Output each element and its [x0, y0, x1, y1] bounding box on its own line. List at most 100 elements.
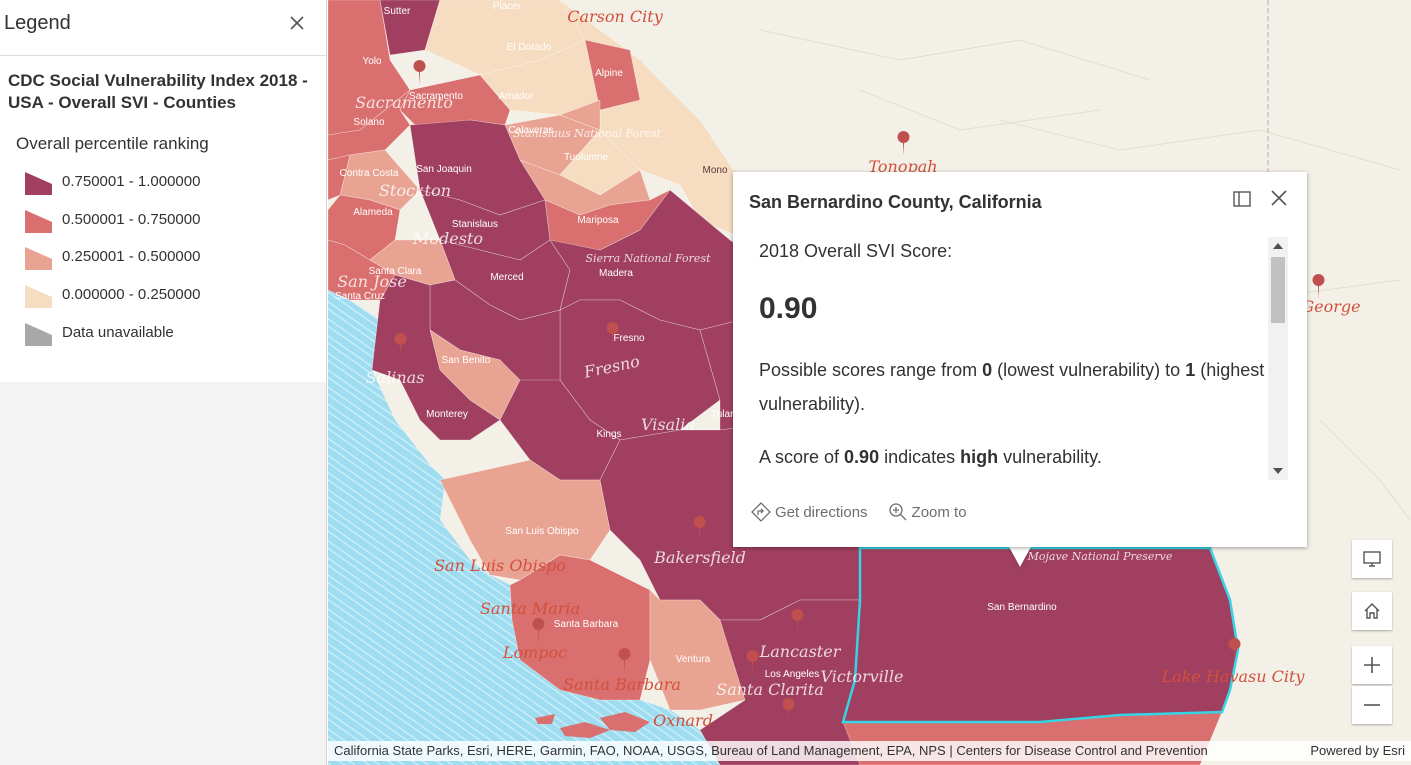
- legend-item-label: 0.250001 - 0.500000: [62, 247, 201, 265]
- city-label: Mojave National Preserve: [1027, 550, 1173, 563]
- zoom-in-button[interactable]: [1352, 646, 1392, 684]
- legend-title: Legend: [4, 12, 71, 34]
- map-pins: [394, 60, 1325, 723]
- county-label: Tuolumne: [564, 152, 609, 163]
- legend-item-label: 0.750001 - 1.000000: [62, 172, 201, 190]
- county-label: Fresno: [613, 333, 645, 344]
- county-label: Kings: [596, 429, 621, 440]
- fullscreen-button[interactable]: [1352, 540, 1392, 578]
- indicates-prefix: A score of: [759, 447, 845, 467]
- city-label: San Luis Obispo: [434, 556, 566, 575]
- legend-item-label: 0.500001 - 0.750000: [62, 210, 201, 228]
- county-label: Sutter: [384, 6, 411, 17]
- city-label: Sacramento: [355, 93, 453, 112]
- city-label: George: [1301, 297, 1360, 316]
- pacific-ocean: [328, 290, 720, 765]
- county-label: Los Angeles: [765, 669, 820, 680]
- get-directions-button[interactable]: Get directions: [751, 502, 868, 522]
- city-label: Modesto: [412, 229, 483, 248]
- selected-county-outline: [841, 546, 1240, 724]
- field-title: Overall percentile ranking: [16, 134, 209, 153]
- county-label: Alpine: [595, 68, 623, 79]
- monitor-icon: [1363, 551, 1381, 567]
- directions-icon: [751, 502, 771, 522]
- attribution-text: California State Parks, Esri, HERE, Garm…: [334, 743, 1208, 758]
- city-label: Salinas: [366, 368, 425, 387]
- county-label: Tulare: [711, 409, 739, 420]
- range-mid: (lowest vulnerability) to: [992, 360, 1186, 380]
- indicates-suffix: vulnerability.: [998, 447, 1102, 467]
- popup-scrollbar[interactable]: [1268, 237, 1288, 480]
- legend-item: 0.500001 - 0.750000: [24, 204, 200, 234]
- legend-content: Legend CDC Social Vulnerability Index 20…: [0, 0, 326, 382]
- city-label: Lake Havasu City: [1161, 667, 1306, 686]
- zoom-to-label: Zoom to: [911, 503, 967, 521]
- city-label: San Jose: [337, 272, 407, 291]
- county-label: Contra Costa: [340, 168, 399, 179]
- legend-swatch: [25, 172, 52, 195]
- legend-item-label: Data unavailable: [62, 323, 174, 341]
- county-label: Stanislaus: [452, 219, 498, 230]
- county-label: Madera: [599, 268, 633, 279]
- city-label: Tonopah: [868, 157, 937, 176]
- zoom-to-button[interactable]: Zoom to: [888, 502, 967, 522]
- popup-content: 2018 Overall SVI Score: 0.90 Possible sc…: [759, 237, 1269, 480]
- score-label: 2018 Overall SVI Score:: [759, 241, 953, 261]
- close-icon[interactable]: [287, 13, 307, 33]
- zoom-out-button[interactable]: [1352, 686, 1392, 724]
- county-label: Alameda: [353, 207, 393, 218]
- minus-icon: [1364, 704, 1380, 706]
- score-indicates-text: A score of 0.90 indicates high vulnerabi…: [759, 447, 1269, 468]
- city-label: Lompoc: [502, 643, 567, 662]
- get-directions-label: Get directions: [775, 503, 868, 521]
- city-label: Victorville: [821, 667, 904, 686]
- county-label: El Dorado: [507, 42, 552, 53]
- legend-swatch: [25, 247, 52, 270]
- city-label: Santa Maria: [480, 599, 580, 618]
- county-label: San Benito: [442, 355, 491, 366]
- county-label: Mono: [702, 165, 727, 176]
- city-label: Oxnard: [653, 711, 713, 730]
- county-label: Yolo: [362, 56, 382, 67]
- home-button[interactable]: [1352, 592, 1392, 630]
- legend-item: Data unavailable: [24, 317, 174, 347]
- city-label: Santa Clarita: [716, 680, 824, 699]
- county-label: San Luis Obispo: [505, 526, 579, 537]
- range-prefix: Possible scores range from: [759, 360, 983, 380]
- county-label: Placer: [493, 1, 522, 12]
- score-value: 0.90: [759, 292, 818, 325]
- close-icon[interactable]: [1268, 187, 1290, 209]
- scroll-up-arrow[interactable]: [1273, 243, 1283, 249]
- indicates-level: high: [960, 447, 999, 467]
- county-label: Merced: [490, 272, 523, 283]
- plus-icon: [1364, 657, 1380, 673]
- county-label: San Bernardino: [987, 602, 1057, 613]
- dock-icon[interactable]: [1232, 189, 1252, 209]
- city-label: Visalia: [641, 415, 695, 434]
- popup-pointer: [1008, 545, 1032, 567]
- city-label: Bakersfield: [653, 548, 746, 567]
- city-label: Stockton: [379, 181, 451, 200]
- attribution-bar: California State Parks, Esri, HERE, Garm…: [328, 741, 1411, 761]
- county-label: Calaveras: [508, 125, 553, 136]
- home-icon: [1364, 603, 1380, 619]
- indicates-score: 0.90: [844, 447, 880, 467]
- channel-islands: [535, 712, 650, 738]
- city-label: Stanislaus National Forest: [513, 127, 662, 140]
- city-label: Lancaster: [759, 642, 842, 661]
- legend-item: 0.750001 - 1.000000: [24, 166, 200, 196]
- legend-panel: Legend CDC Social Vulnerability Index 20…: [0, 0, 327, 765]
- legend-swatch: [25, 210, 52, 233]
- scroll-down-arrow[interactable]: [1273, 468, 1283, 474]
- scroll-thumb[interactable]: [1271, 257, 1285, 323]
- county-label: Solano: [353, 117, 385, 128]
- indicates-mid: indicates: [879, 447, 961, 467]
- city-label: Santa Barbara: [563, 675, 681, 694]
- powered-by-esri[interactable]: Powered by Esri: [1310, 743, 1405, 758]
- layer-title: CDC Social Vulnerability Index 2018 - US…: [8, 71, 308, 112]
- feature-popup: San Bernardino County, California 2018 O…: [733, 172, 1307, 547]
- city-label: Carson City: [567, 7, 663, 26]
- range-high: 1: [1185, 360, 1196, 380]
- city-labels: Carson City Sacramento Stockton Modesto San …: [337, 7, 1360, 730]
- county-label: Monterey: [426, 409, 468, 420]
